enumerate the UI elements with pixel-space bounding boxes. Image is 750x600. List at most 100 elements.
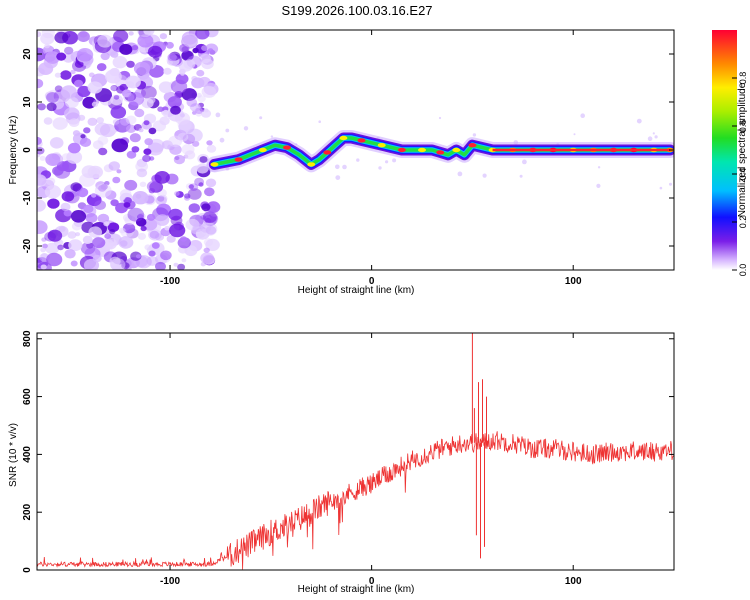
y-tick-label: -10 (22, 190, 33, 205)
noise-blob (41, 237, 47, 242)
noise-blob (183, 59, 196, 69)
noise-blob (169, 223, 186, 238)
noise-dot (669, 182, 672, 186)
noise-dot (636, 118, 642, 124)
noise-blob (77, 31, 90, 42)
y-tick-label: 400 (22, 446, 33, 463)
noise-blob (109, 229, 116, 235)
noise-blob (123, 202, 131, 208)
colorbar: 0.0 0.2 0.4 0.6 0.8 Normalized spectral ampl… (712, 30, 748, 276)
noise-blob (91, 193, 97, 198)
noise-blob (174, 112, 191, 125)
x-tick-label: 100 (565, 576, 582, 587)
noise-blob (137, 30, 153, 38)
ridge-hotspot (418, 147, 426, 153)
spectrogram-xlabel: Height of straight line (km) (298, 285, 415, 296)
noise-blob (67, 231, 77, 239)
noise-blob (94, 122, 111, 136)
noise-blob (184, 193, 191, 199)
noise-dot (335, 175, 341, 181)
noise-blob (108, 161, 121, 171)
x-tick-label: -100 (160, 276, 180, 287)
noise-blob (52, 117, 68, 130)
noise-blob (124, 215, 136, 226)
noise-blob (104, 233, 112, 239)
noise-blob (110, 199, 119, 207)
noise-blob (110, 105, 127, 119)
noise-blob (37, 220, 48, 234)
y-tick-label: 0 (22, 567, 33, 573)
noise-blob (88, 226, 102, 238)
noise-blob (97, 135, 109, 145)
noise-blob (44, 43, 50, 49)
noise-blob (116, 169, 122, 174)
noise-blob (186, 98, 198, 107)
noise-blob (188, 184, 194, 189)
colorbar-tick-label: 0.4 (738, 168, 748, 181)
noise-dot (270, 135, 274, 138)
noise-blob (87, 81, 103, 94)
noise-blob (105, 69, 122, 84)
noise-blob (39, 155, 46, 161)
noise-blob (158, 81, 173, 94)
noise-blob (162, 109, 169, 115)
noise-blob (149, 230, 160, 239)
noise-blob (74, 79, 84, 88)
noise-blob (40, 264, 47, 270)
noise-dot (243, 126, 249, 131)
noise-blob (111, 138, 129, 153)
noise-blob (103, 221, 110, 227)
noise-blob (37, 147, 45, 155)
noise-blob (199, 223, 212, 233)
noise-blob (182, 33, 199, 47)
y-tick-label: 600 (22, 388, 33, 405)
noise-blob (167, 53, 177, 62)
y-tick-label: 200 (22, 503, 33, 520)
noise-blob (147, 45, 163, 58)
colorbar-gradient (712, 30, 737, 270)
noise-blob (54, 85, 63, 92)
noise-blob (44, 91, 56, 101)
noise-blob (166, 235, 176, 243)
noise-blob (146, 181, 160, 192)
noise-blob (177, 132, 189, 142)
noise-blob (135, 254, 142, 259)
ridge-hotspot (377, 143, 386, 148)
noise-blob (181, 258, 187, 263)
noise-blob (44, 51, 61, 64)
noise-blob (61, 153, 71, 161)
y-tick-label: 10 (22, 96, 33, 108)
noise-blob (53, 165, 71, 179)
noise-blob (96, 117, 104, 124)
ridge-hotspot (210, 162, 219, 167)
noise-blob (181, 50, 194, 61)
noise-blob (196, 69, 205, 77)
ridge-hotspot (283, 145, 291, 150)
noise-blob (110, 94, 123, 106)
noise-blob (173, 262, 179, 267)
ridge-hotspot (307, 162, 316, 167)
noise-blob (144, 138, 153, 146)
noise-dot (522, 159, 527, 165)
noise-blob (192, 47, 199, 54)
noise-dot (580, 113, 585, 118)
noise-blob (148, 250, 156, 257)
noise-dot (573, 133, 576, 136)
noise-blob (200, 109, 212, 118)
noise-blob (63, 46, 74, 55)
colorbar-tick-label: 0.2 (738, 216, 748, 229)
noise-blob (54, 72, 62, 78)
noise-blob (47, 229, 63, 242)
noise-blob (143, 148, 152, 155)
noise-blob (37, 199, 46, 212)
colorbar-axis: 0.0 0.2 0.4 0.6 0.8 (732, 72, 748, 276)
x-tick-label: -100 (160, 576, 180, 587)
noise-blob (180, 236, 187, 242)
noise-blob (79, 137, 92, 147)
noise-blob (198, 182, 204, 187)
noise-blob (180, 71, 185, 76)
noise-blob (94, 183, 112, 198)
noise-blob (141, 98, 154, 109)
noise-blob (46, 92, 59, 103)
ridge-hotspot (339, 135, 348, 141)
